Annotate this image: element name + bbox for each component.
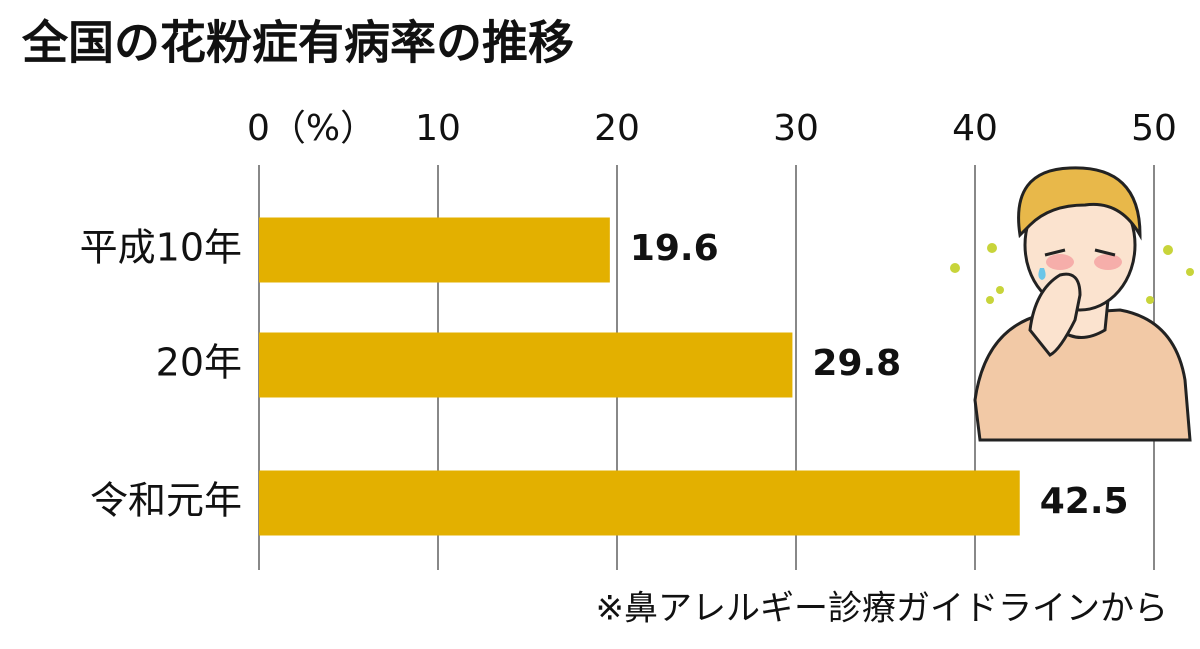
- x-tick-label: 0（%）: [247, 108, 376, 149]
- y-tick-label: 令和元年: [90, 479, 242, 523]
- source-note: ※鼻アレルギー診療ガイドラインから: [596, 589, 1169, 629]
- y-tick-label: 20年: [156, 341, 242, 385]
- x-tick-label: 50: [1131, 108, 1177, 149]
- x-tick-label: 10: [415, 108, 461, 149]
- bar: [259, 332, 793, 398]
- x-tick-label: 30: [773, 108, 819, 149]
- value-label: 29.8: [812, 343, 901, 384]
- x-tick-label: 20: [594, 108, 640, 149]
- x-tick-label: 40: [952, 108, 998, 149]
- y-tick-label: 平成10年: [80, 226, 242, 270]
- chart-title: 全国の花粉症有病率の推移: [21, 16, 574, 70]
- bar: [259, 470, 1020, 536]
- value-label: 42.5: [1040, 481, 1129, 522]
- value-label: 19.6: [630, 228, 719, 269]
- illustration: [950, 166, 1194, 442]
- bar: [259, 217, 610, 283]
